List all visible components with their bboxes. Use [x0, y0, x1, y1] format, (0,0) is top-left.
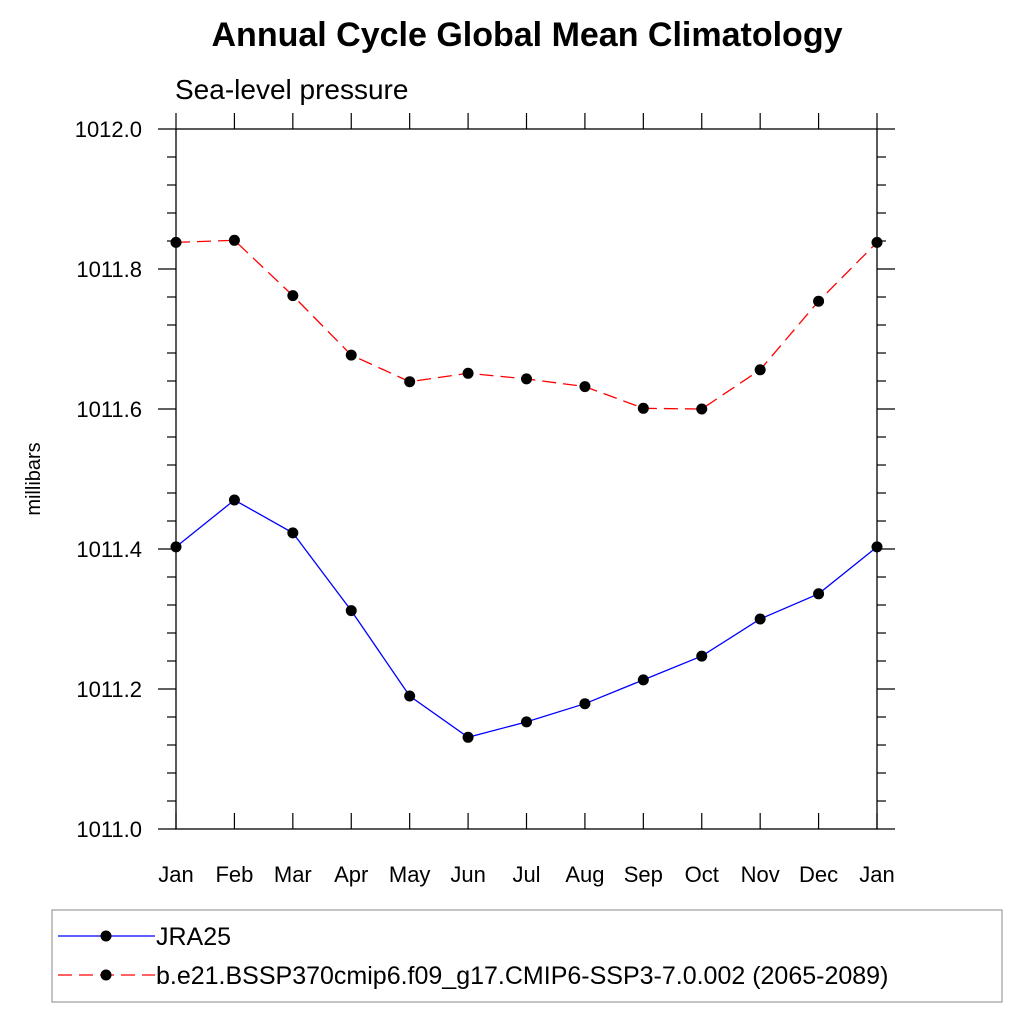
- series-1-point: [696, 650, 708, 662]
- series-2-point: [871, 236, 883, 248]
- x-tick-label: Oct: [685, 862, 719, 887]
- series-1-point: [521, 716, 532, 728]
- series-1-point: [462, 731, 474, 743]
- series-2-point: [462, 367, 474, 379]
- series-1-point: [813, 588, 825, 600]
- legend-label-2: b.e21.BSSP370cmip6.f09_g17.CMIP6-SSP3-7.…: [156, 962, 888, 990]
- x-tick-label: Mar: [274, 862, 312, 887]
- legend-box: [51, 909, 1003, 1003]
- legend-marker-1: [100, 930, 112, 942]
- y-tick-label: 1011.2: [76, 677, 142, 702]
- x-tick-label: Jul: [512, 862, 540, 887]
- x-tick-label: Jan: [158, 862, 193, 887]
- legend-label-1: JRA25: [156, 923, 231, 951]
- y-tick-label: 1011.0: [76, 817, 142, 842]
- y-tick-label: 1011.4: [76, 537, 142, 562]
- series-1-point: [637, 674, 649, 686]
- series-2-point: [521, 373, 532, 385]
- x-tick-label: Feb: [215, 862, 253, 887]
- y-tick-label: 1012.0: [75, 117, 142, 142]
- series-1-point: [287, 527, 299, 539]
- series-2-point: [696, 403, 708, 415]
- plot-area: Jan Feb Mar Apr May Jun Jul Aug Sep Oct Nov Dec Jan 1…: [75, 113, 895, 887]
- y-axis-label: millibars: [23, 442, 45, 515]
- x-tick-label: Sep: [624, 862, 663, 887]
- chart-subtitle: Sea-level pressure: [175, 74, 408, 105]
- x-tick-label: Nov: [741, 862, 780, 887]
- series-2-point: [754, 364, 766, 376]
- series-2-point: [345, 349, 357, 361]
- y-tick-label: 1011.6: [76, 397, 142, 422]
- x-tick-label: Dec: [799, 862, 838, 887]
- legend-marker-2: [100, 969, 112, 981]
- x-tick-label: Jun: [450, 862, 485, 887]
- series-2-point: [287, 290, 299, 302]
- series-2-point: [170, 236, 182, 248]
- legend: JRA25 b.e21.BSSP370cmip6.f09_g17.CMIP6-SS…: [51, 909, 1003, 1003]
- series-1-point: [170, 541, 182, 553]
- series-1-point: [579, 698, 591, 710]
- series-1-point: [754, 613, 766, 625]
- x-tick-label: Apr: [334, 862, 368, 887]
- series-1-point: [228, 494, 240, 506]
- series-2-point: [813, 295, 825, 307]
- x-tick-label: May: [389, 862, 431, 887]
- series-2-point: [637, 402, 649, 414]
- series-1-point: [345, 605, 357, 617]
- series-1-point: [404, 690, 416, 702]
- series-1-point: [871, 541, 883, 553]
- y-tick-label: 1011.8: [76, 257, 142, 282]
- x-tick-label: Aug: [565, 862, 604, 887]
- series-2-point: [579, 381, 591, 393]
- x-tick-label: Jan: [859, 862, 894, 887]
- series-2-point: [404, 376, 416, 388]
- series-line-1: [175, 499, 878, 739]
- series-2-point: [228, 234, 240, 246]
- chart-title: Annual Cycle Global Mean Climatology: [212, 16, 843, 54]
